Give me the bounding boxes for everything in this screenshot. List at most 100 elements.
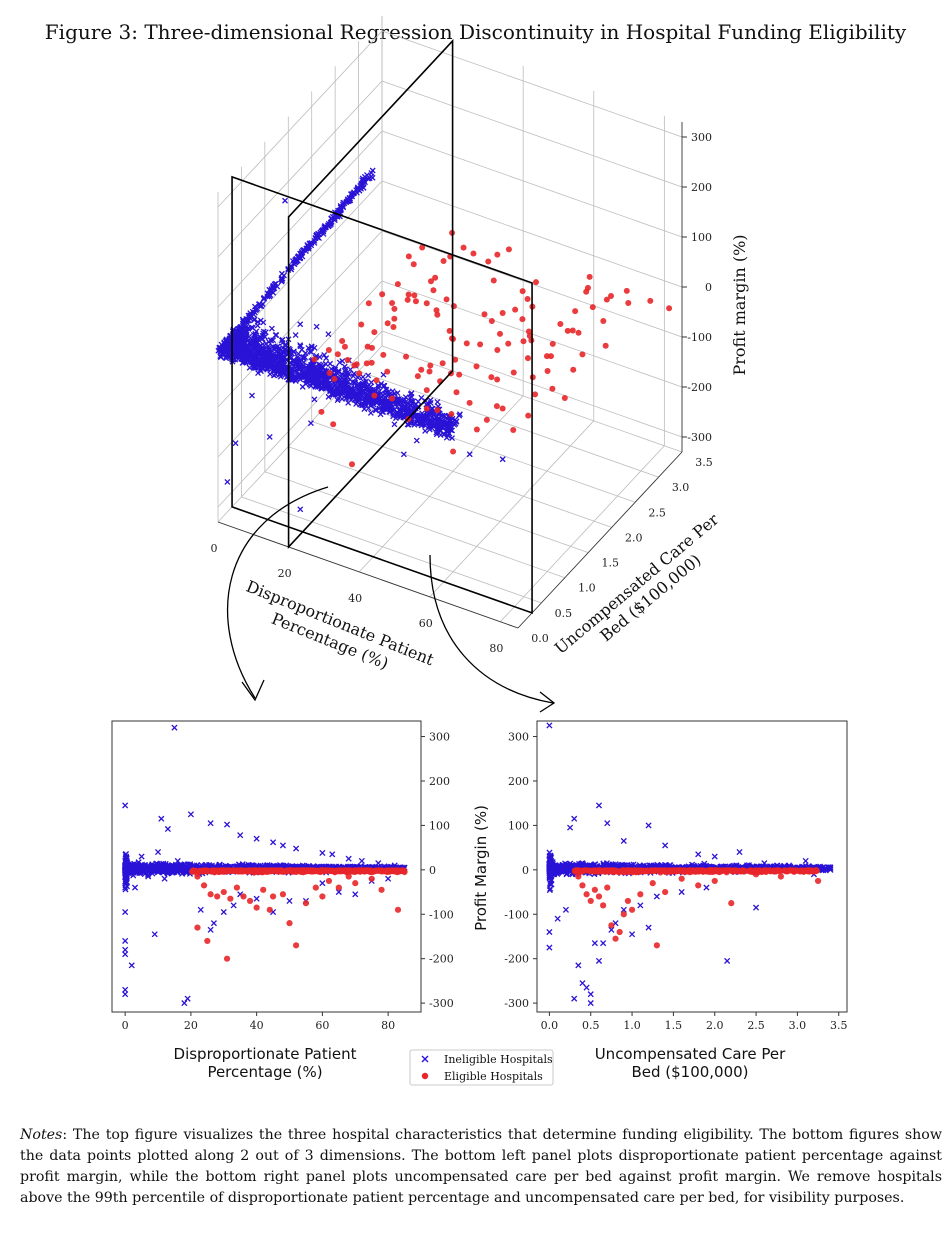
3d-ineligible-point	[311, 396, 318, 403]
3d-ineligible-point	[344, 378, 351, 385]
gbl-eligible-point	[253, 904, 260, 911]
3d-ineligible-point	[274, 343, 281, 350]
gbr-ineligible-point	[546, 887, 553, 894]
3d-tick-labels: 0204060800.00.51.01.52.02.53.03.53002001…	[211, 131, 713, 655]
3d-ineligible-point	[313, 323, 320, 330]
gbr-ineligible-point	[591, 940, 598, 947]
gbl-ineligible-point	[123, 870, 130, 877]
gbr-ineligible-point	[761, 860, 768, 867]
gbr-ineligible-point	[703, 884, 710, 891]
3d-ineligible-point	[251, 303, 258, 310]
3d-y-tick-label: 3.5	[695, 456, 713, 469]
3d-x-tick-label: 20	[278, 567, 292, 580]
3d-ineligible-point	[253, 335, 260, 342]
gbl-eligible-point	[196, 868, 204, 875]
3d-ineligible-point	[219, 343, 226, 350]
3d-ineligible-point	[360, 177, 367, 184]
bottom-left-x-label-line2: Percentage (%)	[207, 1063, 322, 1081]
3d-plane-dpp-cutoff	[287, 38, 454, 549]
3d-ineligible-point	[443, 434, 450, 441]
3d-ineligible-point	[267, 292, 274, 299]
gbl-ineligible-point	[329, 851, 336, 858]
gbr-ineligible-point	[562, 906, 569, 913]
3d-ineligible-point	[326, 380, 333, 387]
3d-ineligible-point	[223, 355, 230, 362]
bottom-right-scatter-panel: 0.0 0.5 1.0 1.5 2.0 2.5 3.0 3.53002001000-100-2…	[472, 720, 848, 1081]
gbl-ineligible-point	[165, 863, 172, 870]
gbr-ineligible-point	[645, 924, 652, 931]
3d-ineligible-point	[297, 506, 304, 513]
3d-ineligible-point	[339, 358, 346, 364]
3d-ineligible-point	[311, 368, 318, 375]
3d-eligible-point	[423, 300, 430, 307]
gbl-eligible-point	[240, 893, 247, 900]
3d-ineligible-point	[372, 406, 379, 413]
3d-ineligible-point	[348, 397, 355, 403]
gbl-y-tick-label: 200	[429, 775, 450, 788]
gbl-eligible-point	[394, 868, 401, 875]
3d-eligible-point	[481, 311, 488, 318]
3d-eligible-point	[326, 370, 333, 377]
3d-eligible-point	[647, 297, 654, 304]
3d-eligible-point	[365, 300, 372, 307]
gbl-eligible-point	[378, 886, 385, 893]
gbl-ineligible-point	[151, 931, 158, 938]
3d-ineligible-point	[362, 382, 369, 389]
gbl-ineligible-point	[122, 865, 129, 872]
gbr-ineligible-point	[786, 862, 793, 869]
3d-eligible-point	[470, 250, 477, 257]
gbl-ineligible-point	[122, 937, 129, 944]
3d-floor-gridline	[358, 395, 524, 573]
3d-eligible-point	[524, 355, 531, 362]
3d-ineligible-point	[251, 352, 258, 359]
gbl-eligible-point	[319, 893, 326, 900]
3d-eligible-point	[570, 366, 577, 373]
gbl-eligible-point	[286, 920, 293, 927]
gbl-eligible-point	[200, 882, 208, 889]
3d-eligible-point	[403, 353, 410, 360]
3d-ineligible-point	[347, 366, 354, 373]
3d-ineligible-point	[261, 294, 268, 301]
3d-z-tick-label: -300	[687, 431, 712, 444]
3d-eligible-point	[371, 329, 378, 336]
3d-ineligible-point	[368, 173, 375, 180]
gbr-ineligible-point	[546, 944, 553, 951]
gbl-ineligible-point	[154, 869, 162, 876]
3d-ineligible-point	[345, 384, 351, 391]
3d-ineligible-point	[295, 356, 301, 363]
gbl-eligible-point	[335, 884, 342, 891]
3d-ineligible-point	[264, 361, 271, 368]
3d-eligible-point	[450, 448, 457, 455]
gbr-ineligible-point	[567, 824, 574, 831]
3d-eligible-point	[325, 346, 332, 353]
3d-eligible-point	[426, 368, 433, 375]
3d-ineligible-point	[363, 398, 370, 405]
3d-eligible-point	[564, 327, 571, 334]
3d-eligible-point	[414, 373, 421, 380]
3d-floor-gridline	[241, 496, 542, 604]
3d-eligible-point	[512, 306, 519, 313]
3d-eligible-point	[520, 338, 527, 345]
3d-eligible-point	[608, 293, 615, 300]
3d-ineligible-point	[433, 429, 440, 436]
3d-ineligible-point	[415, 398, 422, 405]
3d-ineligible-point	[335, 383, 341, 390]
3d-y-tick-label: 0.5	[555, 607, 573, 620]
3d-ineligible-point	[265, 359, 272, 366]
gbl-ineligible-point	[133, 864, 140, 872]
gbl-eligible-point	[283, 868, 290, 875]
3d-ineligible-point	[363, 386, 370, 393]
3d-eligible-point	[330, 421, 337, 428]
gbr-ineligible-point	[600, 940, 607, 947]
gbr-ineligible-point	[561, 867, 568, 874]
gbl-eligible-point	[239, 868, 246, 875]
gbl-ineligible-point	[286, 897, 293, 904]
gbl-eligible-point	[219, 867, 226, 874]
3d-eligible-point	[466, 399, 473, 406]
3d-x-tick-label: 60	[419, 617, 433, 630]
3d-ineligible-point	[349, 386, 356, 393]
gbl-ineligible-point	[122, 884, 129, 891]
3d-ineligible-point	[391, 421, 398, 428]
3d-ineligible-point	[350, 379, 357, 386]
gbr-ineligible-point	[587, 991, 594, 998]
